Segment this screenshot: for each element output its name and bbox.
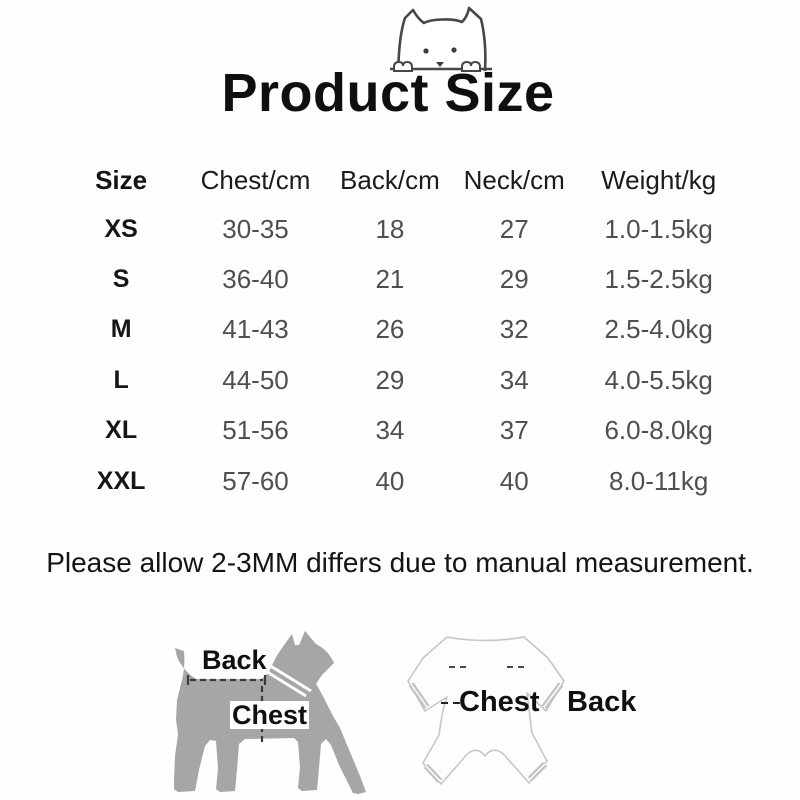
- back-cell: 21: [375, 264, 405, 295]
- garment-cuffs: [408, 682, 564, 784]
- weight-cell: 4.0-5.5kg: [604, 364, 713, 395]
- weight-cell: 1.5-2.5kg: [604, 264, 713, 295]
- back-cell: 18: [375, 213, 405, 244]
- garment-back-label: Back: [567, 686, 637, 718]
- neck-cell: 32: [499, 314, 529, 345]
- chest-cell: 44-50: [222, 364, 289, 395]
- header-chest: Chest/cm: [200, 164, 311, 195]
- garment-measure-diagram: Chest Back: [403, 627, 663, 799]
- back-cell: 29: [375, 364, 405, 395]
- table-row-m: M 41-43 26 32 2.5-4.0kg: [64, 305, 736, 355]
- table-header-row: Size Chest/cm Back/cm Neck/cm Weight/kg: [64, 156, 736, 204]
- weight-cell: 6.0-8.0kg: [604, 415, 713, 446]
- back-cell: 26: [375, 314, 405, 345]
- size-cell: M: [110, 315, 132, 344]
- table-row-xs: XS 30-35 18 27 1.0-1.5kg: [64, 204, 736, 254]
- page-title: Product Size: [221, 63, 555, 123]
- header-size: Size: [95, 164, 148, 195]
- table-row-xxl: XXL 57-60 40 40 8.0-11kg: [64, 456, 736, 506]
- size-cell: XS: [104, 214, 138, 243]
- garment-chest-label: Chest: [459, 686, 540, 718]
- table-row-l: L 44-50 29 34 4.0-5.5kg: [64, 355, 736, 405]
- header-weight: Weight/kg: [601, 164, 717, 195]
- table-row-s: S 36-40 21 29 1.5-2.5kg: [64, 254, 736, 304]
- chest-cell: 30-35: [222, 213, 289, 244]
- size-cell: XL: [105, 416, 138, 445]
- peeking-cat-icon: [390, 6, 492, 72]
- weight-cell: 8.0-11kg: [609, 465, 709, 496]
- dog-measure-diagram: Back Chest: [172, 622, 367, 800]
- garment-outline-icon: [407, 636, 565, 785]
- chest-cell: 41-43: [222, 314, 289, 345]
- dog-back-label: Back: [202, 645, 267, 675]
- neck-cell: 29: [499, 264, 529, 295]
- chest-cell: 36-40: [222, 264, 289, 295]
- back-cell: 34: [375, 415, 405, 446]
- neck-cell: 40: [499, 465, 529, 496]
- size-cell: S: [112, 265, 130, 294]
- weight-cell: 2.5-4.0kg: [604, 314, 713, 345]
- chest-cell: 57-60: [222, 465, 289, 496]
- neck-cell: 27: [499, 213, 529, 244]
- size-table: Size Chest/cm Back/cm Neck/cm Weight/kg …: [64, 156, 736, 506]
- chest-cell: 51-56: [222, 415, 289, 446]
- back-cell: 40: [375, 465, 405, 496]
- header-back: Back/cm: [340, 164, 440, 195]
- back-measure-line: [186, 675, 267, 685]
- dog-chest-label: Chest: [230, 700, 310, 730]
- size-cell: L: [113, 365, 129, 394]
- header-neck: Neck/cm: [463, 164, 565, 195]
- table-row-xl: XL 51-56 34 37 6.0-8.0kg: [64, 406, 736, 456]
- neck-cell: 34: [499, 364, 529, 395]
- size-cell: XXL: [96, 466, 146, 495]
- neck-cell: 37: [499, 415, 529, 446]
- measurement-note: Please allow 2-3MM differs due to manual…: [46, 547, 754, 578]
- weight-cell: 1.0-1.5kg: [604, 213, 713, 244]
